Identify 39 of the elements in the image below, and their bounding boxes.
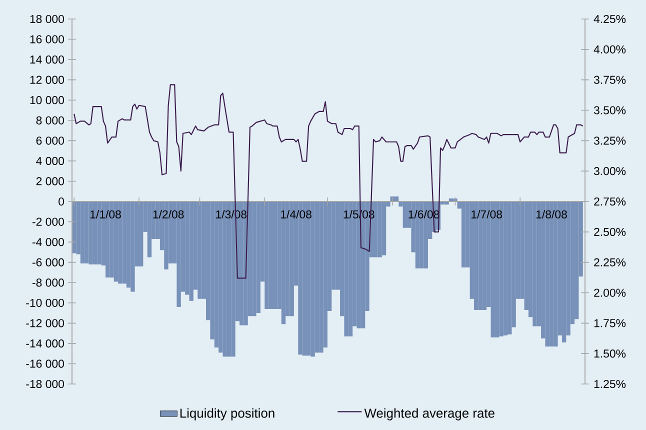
y-tick-label: -10 000 bbox=[26, 298, 64, 307]
y2-tick-label: 2.75% bbox=[594, 197, 626, 206]
y2-tick-label: 3.25% bbox=[594, 136, 626, 145]
y-tick-label: 4 000 bbox=[36, 156, 64, 165]
y-tick-label: 16 000 bbox=[30, 35, 64, 44]
y2-tick-label: 2.25% bbox=[594, 258, 626, 266]
y-tick-label: 12 000 bbox=[30, 76, 64, 84]
y2-tick-label: 1.50% bbox=[594, 350, 626, 358]
x-tick-label: 1/2/08 bbox=[153, 210, 184, 218]
y2-tick-label: 3.00% bbox=[594, 167, 626, 176]
x-tick-label: 1/4/08 bbox=[280, 210, 312, 218]
y-tick-label: -8 000 bbox=[32, 278, 64, 287]
y-tick-label: 8 000 bbox=[36, 116, 64, 124]
y-tick-label: 2 000 bbox=[36, 177, 64, 186]
y2-tick-label: 1.25% bbox=[594, 380, 626, 388]
y2-tick-label: 1.75% bbox=[594, 319, 626, 328]
y-tick-label: 0 bbox=[58, 197, 64, 206]
y-tick-label: -18 000 bbox=[26, 380, 64, 388]
y-tick-label: -16 000 bbox=[26, 360, 64, 368]
y-tick-label: 18 000 bbox=[30, 14, 64, 24]
y-tick-label: -2 000 bbox=[32, 218, 64, 226]
x-tick-label: 1/8/08 bbox=[536, 210, 567, 218]
y2-tick-label: 2.50% bbox=[594, 228, 626, 236]
y2-tick-label: 4.25% bbox=[594, 14, 626, 24]
x-tick-label: 1/7/08 bbox=[472, 210, 502, 218]
y2-tick-label: 3.75% bbox=[594, 76, 626, 84]
y-tick-label: 6 000 bbox=[36, 136, 64, 145]
legend-label: Liquidity position bbox=[180, 408, 274, 420]
y2-tick-label: 3.50% bbox=[594, 106, 626, 114]
y2-tick-label: 4.00% bbox=[594, 45, 626, 54]
legend-label: Weighted average rate bbox=[364, 408, 494, 420]
x-tick-label: 1/1/08 bbox=[90, 210, 121, 218]
y-tick-label: -6 000 bbox=[32, 258, 64, 266]
y-tick-label: -12 000 bbox=[26, 319, 64, 328]
y2-tick-label: 2.00% bbox=[594, 288, 626, 297]
y-tick-label: 10 000 bbox=[30, 96, 64, 104]
y-tick-label: -14 000 bbox=[26, 339, 64, 348]
y-tick-label: -4 000 bbox=[32, 238, 64, 246]
y-tick-label: 14 000 bbox=[30, 55, 64, 64]
